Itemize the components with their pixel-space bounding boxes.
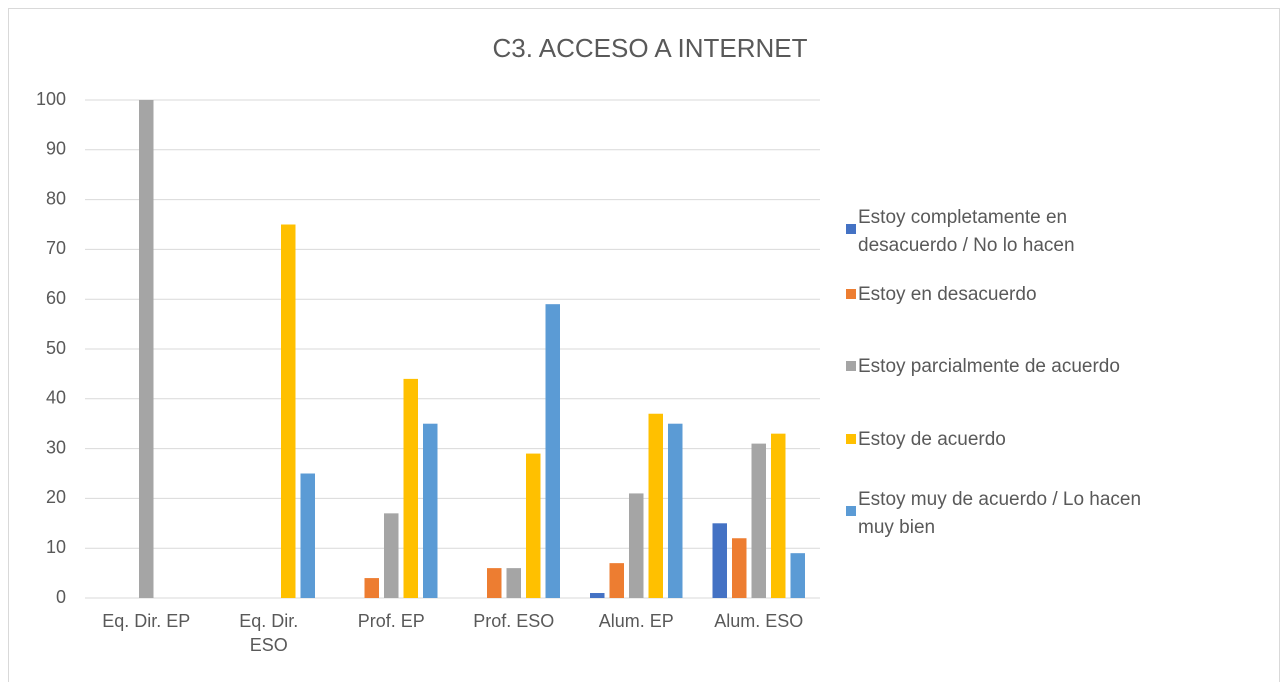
x-tick-label: Prof. ESO [473,611,554,631]
legend-item: Estoy en desacuerdo [846,284,1037,305]
bar [423,423,438,598]
legend-item: Estoy muy de acuerdo / Lo hacen muy bien [846,489,1141,538]
bar [629,493,644,598]
text-line: desacuerdo / No lo hacen [858,235,1075,256]
bar [712,523,727,598]
bar [648,413,663,598]
x-tick-label: Eq. Dir. ESO [239,611,298,655]
text-line: Estoy parcialmente de acuerdo [858,356,1120,377]
bar [364,578,379,598]
y-tick-label: 90 [46,139,66,159]
legend-swatch [846,224,856,234]
legend-swatch [846,434,856,444]
text-line: Eq. Dir. [239,611,298,631]
y-tick-label: 50 [46,338,66,358]
text-line: Prof. EP [358,611,425,631]
bar [403,378,418,598]
y-tick-label: 30 [46,437,66,457]
bar [487,568,502,598]
text-line: muy bien [858,517,935,538]
bar [751,443,766,598]
bar [790,553,805,598]
bar [545,304,560,598]
bar [139,100,154,598]
bar [506,568,521,598]
text-line: Alum. ESO [714,611,803,631]
bar [609,563,624,598]
text-line: Eq. Dir. EP [102,611,190,631]
text-line: Estoy muy de acuerdo / Lo hacen [858,489,1141,510]
x-tick-label: Alum. ESO [714,611,803,631]
bar [526,453,541,598]
bar [300,473,315,598]
y-tick-label: 80 [46,188,66,208]
text-line: Estoy de acuerdo [858,429,1006,450]
y-tick-label: 100 [36,89,66,109]
bar [384,513,399,598]
legend-label: Estoy en desacuerdo [858,284,1037,305]
legend-label: Estoy parcialmente de acuerdo [858,356,1120,377]
legend-label: Estoy de acuerdo [858,429,1006,450]
text-line: Estoy en desacuerdo [858,284,1037,305]
chart-title: C3. ACCESO A INTERNET [493,33,808,63]
bar [281,224,296,598]
legend-label: Estoy completamente en desacuerdo / No lo… [858,207,1075,256]
legend-item: Estoy completamente en desacuerdo / No lo… [846,207,1075,256]
y-tick-label: 60 [46,288,66,308]
bar [732,538,747,598]
x-tick-label: Prof. EP [358,611,425,631]
y-tick-label: 10 [46,537,66,557]
legend-swatch [846,289,856,299]
text-line: Prof. ESO [473,611,554,631]
text-line: Estoy completamente en [858,207,1067,228]
x-tick-label: Alum. EP [599,611,674,631]
x-tick-label: Eq. Dir. EP [102,611,190,631]
bar [668,423,683,598]
legend-swatch [846,361,856,371]
y-tick-label: 0 [56,587,66,607]
bar [590,593,605,598]
legend-item: Estoy parcialmente de acuerdo [846,356,1120,377]
legend-swatch [846,506,856,516]
text-line: ESO [250,635,288,655]
legend-item: Estoy de acuerdo [846,429,1006,450]
y-tick-label: 40 [46,388,66,408]
bar [771,433,786,598]
y-tick-label: 20 [46,487,66,507]
legend-label: Estoy muy de acuerdo / Lo hacen muy bien [858,489,1141,538]
text-line: Alum. EP [599,611,674,631]
chart-frame [8,8,1280,687]
y-tick-label: 70 [46,238,66,258]
